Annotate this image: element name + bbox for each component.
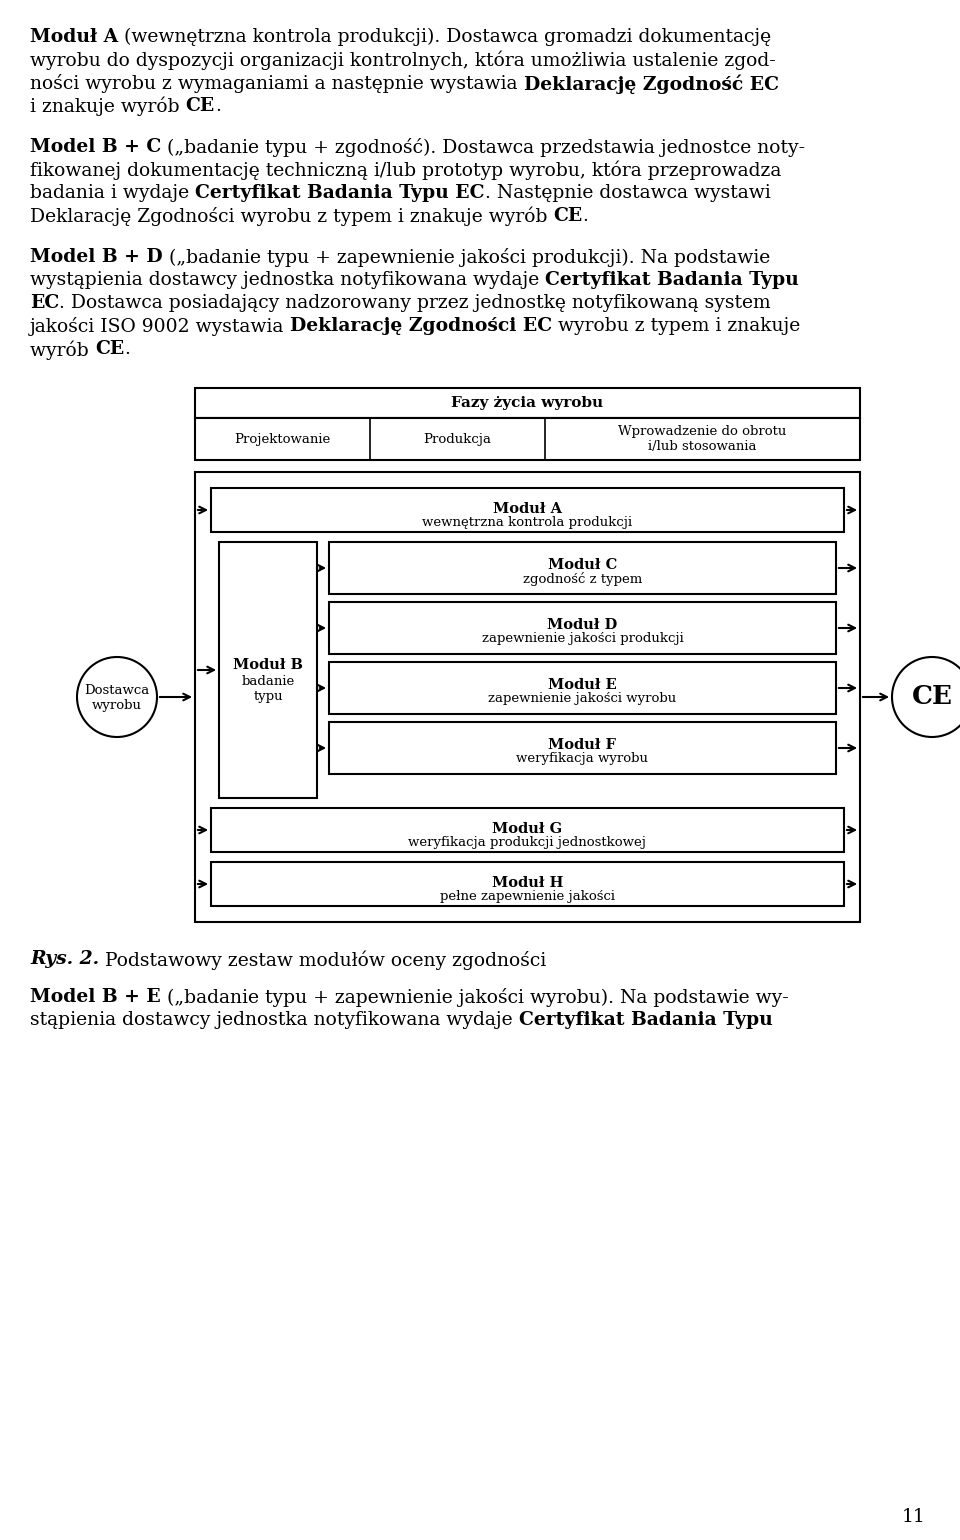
Text: . Dostawca posiadający nadzorowany przez jednostkę notyfikowaną system: . Dostawca posiadający nadzorowany przez… — [60, 294, 771, 313]
Text: Moduł F: Moduł F — [548, 738, 616, 752]
Text: Moduł G: Moduł G — [492, 822, 563, 836]
FancyBboxPatch shape — [329, 722, 836, 775]
Text: wewnętrzna kontrola produkcji: wewnętrzna kontrola produkcji — [422, 516, 633, 530]
FancyBboxPatch shape — [211, 488, 844, 531]
Text: wyrób: wyrób — [30, 340, 95, 359]
FancyBboxPatch shape — [329, 542, 836, 594]
Text: ności wyrobu z wymaganiami a następnie wystawia: ności wyrobu z wymaganiami a następnie w… — [30, 74, 523, 92]
Text: CE: CE — [911, 684, 952, 710]
Text: Deklarację Zgodności wyrobu z typem i znakuje wyrób: Deklarację Zgodności wyrobu z typem i zn… — [30, 206, 554, 226]
Text: Dostawca: Dostawca — [84, 684, 150, 698]
Text: Model B + C: Model B + C — [30, 139, 161, 156]
Text: .: . — [124, 340, 130, 357]
Text: i znakuje wyrób: i znakuje wyrób — [30, 97, 185, 117]
FancyBboxPatch shape — [329, 602, 836, 654]
Text: Projektowanie: Projektowanie — [234, 433, 330, 445]
Text: CE: CE — [95, 340, 124, 357]
Text: Deklarację Zgodności EC: Deklarację Zgodności EC — [290, 317, 553, 336]
Text: Rys. 2.: Rys. 2. — [30, 950, 99, 969]
Text: weryfikacja produkcji jednostkowej: weryfikacja produkcji jednostkowej — [409, 836, 646, 849]
Text: jakości ISO 9002 wystawia: jakości ISO 9002 wystawia — [30, 317, 290, 336]
Text: („badanie typu + zgodność). Dostawca przedstawia jednostce noty-: („badanie typu + zgodność). Dostawca prz… — [161, 139, 805, 157]
Text: Moduł H: Moduł H — [492, 876, 564, 890]
Text: Moduł A: Moduł A — [30, 28, 118, 46]
Text: Moduł C: Moduł C — [548, 557, 617, 571]
Text: 11: 11 — [901, 1508, 925, 1526]
Text: zgodność z typem: zgodność z typem — [523, 571, 642, 587]
Text: Wprowadzenie do obrotu
i/lub stosowania: Wprowadzenie do obrotu i/lub stosowania — [618, 425, 786, 453]
Text: zapewnienie jakości wyrobu: zapewnienie jakości wyrobu — [489, 691, 677, 705]
Text: fikowanej dokumentację techniczną i/lub prototyp wyrobu, która przeprowadza: fikowanej dokumentację techniczną i/lub … — [30, 162, 781, 180]
FancyBboxPatch shape — [211, 808, 844, 852]
Text: weryfikacja wyrobu: weryfikacja wyrobu — [516, 752, 649, 765]
Text: Moduł D: Moduł D — [547, 618, 617, 631]
Text: („badanie typu + zapewnienie jakości produkcji). Na podstawie: („badanie typu + zapewnienie jakości pro… — [162, 248, 770, 266]
Text: .: . — [215, 97, 221, 115]
Text: Moduł E: Moduł E — [548, 678, 617, 691]
Text: CE: CE — [185, 97, 215, 115]
Text: wyrobu do dyspozycji organizacji kontrolnych, która umożliwia ustalenie zgod-: wyrobu do dyspozycji organizacji kontrol… — [30, 51, 776, 71]
Text: Certyfikat Badania Typu: Certyfikat Badania Typu — [545, 271, 799, 290]
Text: Moduł B: Moduł B — [233, 658, 303, 671]
Text: wyrobu: wyrobu — [92, 699, 142, 711]
Text: Certyfikat Badania Typu: Certyfikat Badania Typu — [518, 1010, 773, 1029]
Circle shape — [892, 658, 960, 738]
Text: pełne zapewnienie jakości: pełne zapewnienie jakości — [440, 890, 615, 902]
Text: wyrobu z typem i znakuje: wyrobu z typem i znakuje — [553, 317, 801, 336]
Text: stąpienia dostawcy jednostka notyfikowana wydaje: stąpienia dostawcy jednostka notyfikowan… — [30, 1010, 518, 1029]
Text: Model B + E: Model B + E — [30, 989, 160, 1006]
Text: Model B + D: Model B + D — [30, 248, 162, 266]
Text: CE: CE — [554, 206, 583, 225]
Text: badanie
typu: badanie typu — [241, 675, 295, 702]
FancyBboxPatch shape — [195, 417, 860, 460]
Text: badania i wydaje: badania i wydaje — [30, 183, 195, 202]
FancyBboxPatch shape — [329, 662, 836, 715]
Text: („badanie typu + zapewnienie jakości wyrobu). Na podstawie wy-: („badanie typu + zapewnienie jakości wyr… — [160, 989, 788, 1007]
Text: . Następnie dostawca wystawi: . Następnie dostawca wystawi — [485, 183, 770, 202]
Text: Podstawowy zestaw modułów oceny zgodności: Podstawowy zestaw modułów oceny zgodnośc… — [99, 950, 546, 970]
FancyBboxPatch shape — [195, 388, 860, 417]
Text: Deklarację Zgodność EC: Deklarację Zgodność EC — [523, 74, 779, 94]
Text: Produkcja: Produkcja — [423, 433, 492, 445]
Circle shape — [77, 658, 157, 738]
FancyBboxPatch shape — [195, 471, 860, 922]
Text: Moduł A: Moduł A — [493, 502, 562, 516]
Text: (wewnętrzna kontrola produkcji). Dostawca gromadzi dokumentację: (wewnętrzna kontrola produkcji). Dostawc… — [118, 28, 771, 46]
Text: Certyfikat Badania Typu EC: Certyfikat Badania Typu EC — [195, 183, 485, 202]
Text: Fazy życia wyrobu: Fazy życia wyrobu — [451, 396, 604, 410]
Text: EC: EC — [30, 294, 60, 313]
FancyBboxPatch shape — [219, 542, 317, 798]
Text: .: . — [583, 206, 588, 225]
Text: zapewnienie jakości produkcji: zapewnienie jakości produkcji — [482, 631, 684, 645]
Text: wystąpienia dostawcy jednostka notyfikowana wydaje: wystąpienia dostawcy jednostka notyfikow… — [30, 271, 545, 290]
FancyBboxPatch shape — [211, 862, 844, 906]
